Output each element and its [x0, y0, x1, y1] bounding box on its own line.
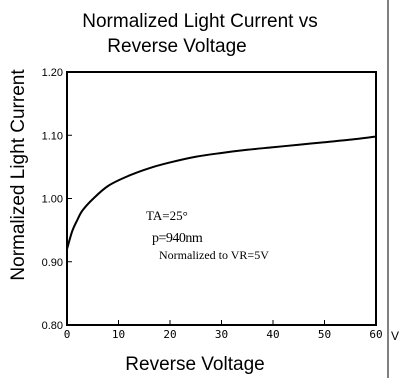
x-tick-label: 30: [215, 328, 228, 341]
y-axis-ticks: 0.80 0.90 1.00 1.10 1.20: [42, 67, 72, 332]
x-tick-label: 0: [64, 328, 71, 341]
x-tick-label: 50: [318, 328, 331, 341]
y-tick-label: 1.00: [42, 194, 63, 206]
annotation-wavelength: p=940nm: [152, 231, 203, 246]
x-tick-label: 40: [266, 328, 279, 341]
x-tick-label: 10: [112, 328, 125, 341]
y-axis-label: Normalized Light Current: [8, 69, 29, 281]
y-tick-label: 1.20: [42, 67, 63, 79]
annotation-normalization: Normalized to VR=5V: [159, 248, 269, 262]
y-tick-label: 0.90: [42, 257, 63, 269]
right-edge-glyph: V: [391, 329, 399, 343]
annotation-temperature: TA=25°: [146, 208, 188, 223]
chart-title-line-2: Reverse Voltage: [107, 36, 246, 57]
x-tick-label: 20: [163, 328, 176, 341]
y-tick-label: 1.10: [42, 130, 63, 142]
series-line: [66, 135, 377, 250]
x-axis-ticks: 0 10 20 30 40 50 60: [64, 320, 383, 341]
chart-title-line-1: Normalized Light Current vs: [82, 11, 317, 32]
x-axis-label: Reverse Voltage: [125, 354, 264, 375]
plot-frame: [66, 71, 377, 326]
x-tick-label: 60: [369, 328, 382, 341]
y-tick-label: 0.80: [42, 320, 63, 332]
